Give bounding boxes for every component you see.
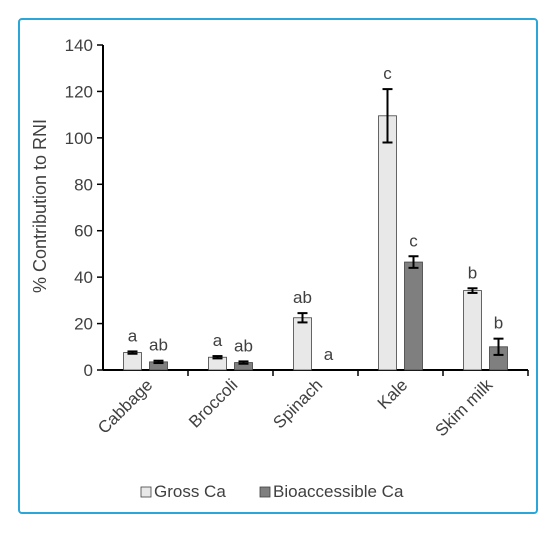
legend-label-bioaccessible-ca: Bioaccessible Ca bbox=[273, 482, 404, 501]
significance-label: c bbox=[409, 231, 418, 250]
y-tick-label: 100 bbox=[65, 129, 93, 148]
significance-label: a bbox=[324, 345, 334, 364]
bar bbox=[404, 261, 423, 371]
y-tick-label: 20 bbox=[74, 315, 93, 334]
bar bbox=[463, 290, 482, 371]
bar bbox=[378, 115, 397, 371]
bar bbox=[123, 352, 142, 371]
y-tick-label: 120 bbox=[65, 82, 93, 101]
x-category-label: Broccoli bbox=[185, 375, 241, 431]
x-category-label: Skim milk bbox=[431, 375, 496, 440]
chart-frame bbox=[18, 18, 538, 514]
y-tick-label: 80 bbox=[74, 175, 93, 194]
y-tick-label: 140 bbox=[65, 36, 93, 55]
significance-label: ab bbox=[149, 336, 168, 355]
legend: Gross Ca Bioaccessible Ca bbox=[140, 482, 404, 501]
y-tick-label: 40 bbox=[74, 268, 93, 287]
significance-label: ab bbox=[293, 288, 312, 307]
significance-label: a bbox=[128, 326, 138, 345]
x-category-label: Spinach bbox=[269, 375, 326, 432]
legend-swatch-gross-ca bbox=[140, 486, 152, 498]
significance-label: ab bbox=[234, 336, 253, 355]
x-category-label: Cabbage bbox=[94, 375, 156, 437]
x-category-label: Kale bbox=[374, 375, 411, 412]
significance-label: c bbox=[383, 64, 392, 83]
bar bbox=[293, 317, 312, 371]
y-tick-label: 60 bbox=[74, 222, 93, 241]
significance-label: b bbox=[468, 263, 477, 282]
significance-label: a bbox=[213, 331, 223, 350]
y-axis-label: % Contribution to RNI bbox=[30, 119, 50, 293]
y-tick-label: 0 bbox=[84, 361, 93, 380]
legend-label-gross-ca: Gross Ca bbox=[154, 482, 226, 501]
significance-label: b bbox=[494, 314, 503, 333]
legend-swatch-bioaccessible-ca bbox=[259, 486, 271, 498]
